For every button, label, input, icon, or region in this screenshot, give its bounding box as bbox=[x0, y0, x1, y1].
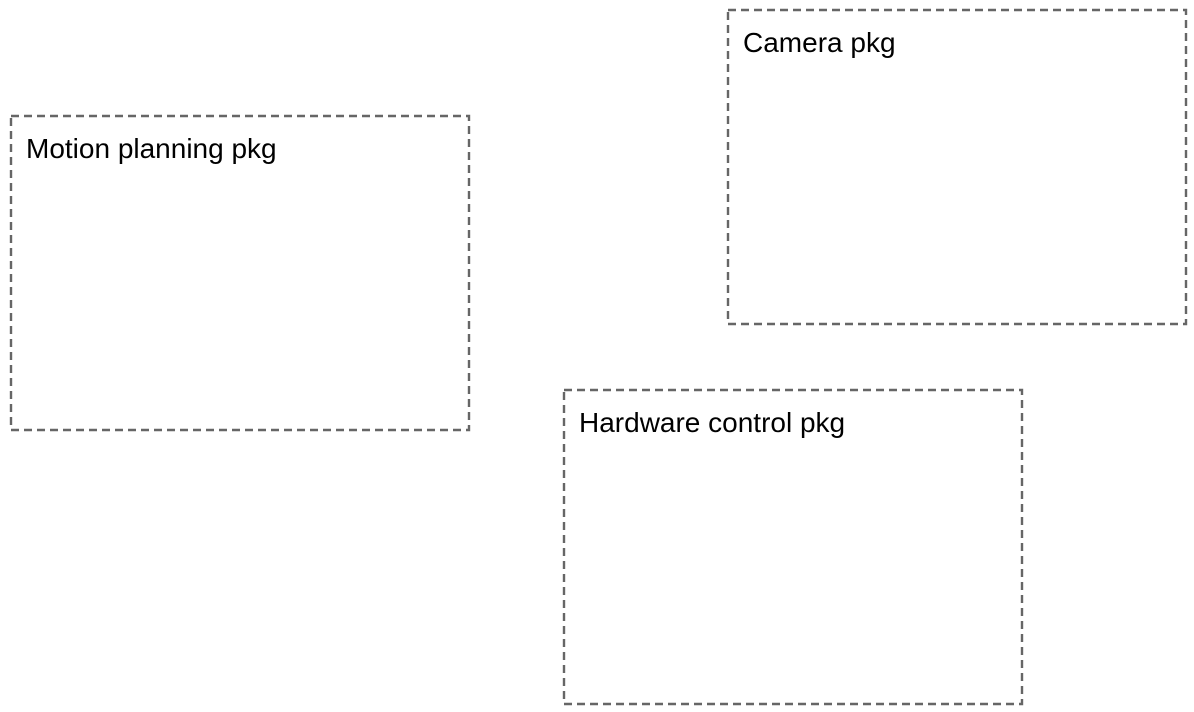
motion-planning-package[interactable]: Motion planning pkg bbox=[9, 114, 471, 432]
camera-package-label: Camera pkg bbox=[743, 27, 896, 58]
hardware-control-package-border bbox=[562, 388, 1024, 706]
hardware-control-package[interactable]: Hardware control pkg bbox=[562, 388, 1024, 706]
motion-planning-package-label: Motion planning pkg bbox=[26, 133, 277, 164]
camera-package-border bbox=[726, 8, 1188, 326]
motion-planning-package-border bbox=[9, 114, 471, 432]
hardware-control-package-label: Hardware control pkg bbox=[579, 407, 846, 438]
camera-package[interactable]: Camera pkg bbox=[726, 8, 1188, 326]
